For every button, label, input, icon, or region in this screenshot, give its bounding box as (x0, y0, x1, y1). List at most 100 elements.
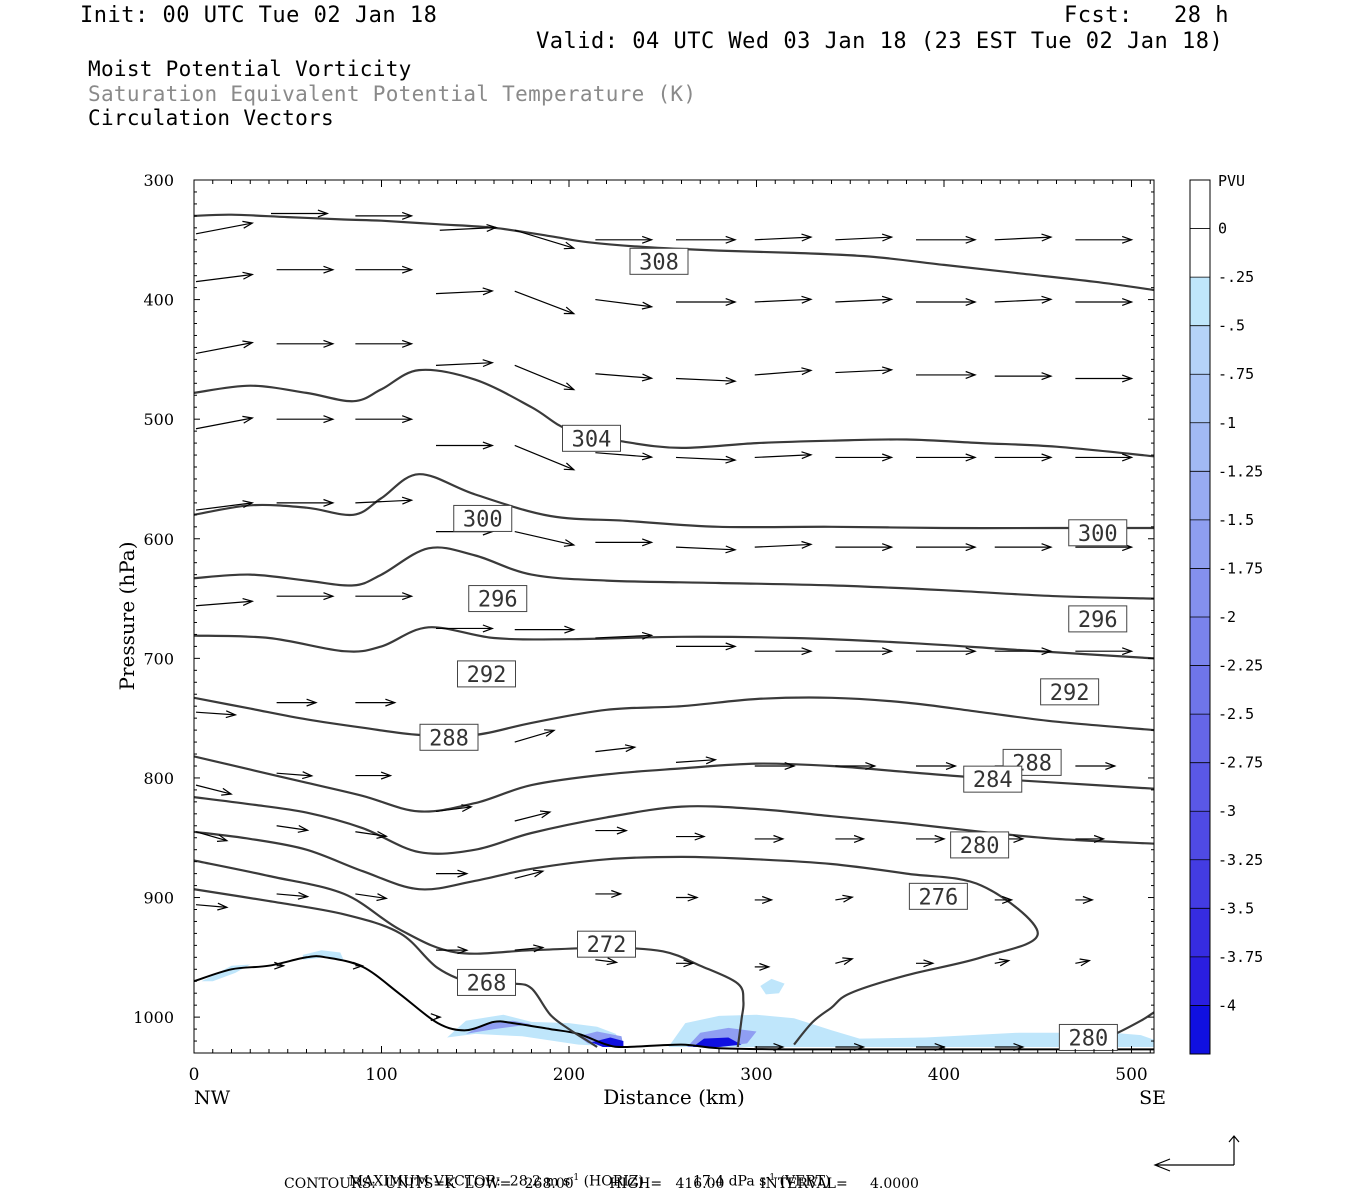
vector-head (624, 744, 637, 753)
y-tick-label: 700 (143, 649, 174, 668)
contour-labels: 3083043003002962962922922882882842802762… (419, 247, 1128, 1051)
circulation-vector (595, 373, 654, 382)
vector-shaft (195, 502, 253, 511)
vector-head (401, 265, 414, 274)
vector-head (1001, 895, 1014, 904)
vector-shaft (195, 342, 253, 354)
vector-head (482, 287, 495, 296)
vector-head (242, 415, 255, 424)
colorbar-label: -.75 (1218, 365, 1254, 383)
circulation-vector (835, 894, 855, 903)
circulation-vector (514, 531, 576, 547)
x-tick-label: 200 (553, 1065, 585, 1085)
contour-label-text: 296 (1078, 608, 1118, 633)
colorbar-label: -1.5 (1218, 511, 1254, 529)
contour-label-text: 304 (572, 427, 612, 452)
vector-shaft (835, 236, 892, 241)
vector-head (242, 500, 255, 509)
vector-head (1121, 298, 1134, 306)
circulation-vector (916, 959, 935, 968)
circulation-vector (514, 869, 545, 879)
vector-head (725, 642, 737, 651)
terrain-line (194, 955, 1154, 1051)
colorbar-segment (1190, 908, 1210, 958)
circulation-vector (754, 451, 813, 460)
vector-head (853, 1043, 866, 1051)
vector-head (965, 370, 977, 379)
vector-head (801, 233, 813, 242)
vector-head (965, 453, 977, 462)
contour-label-text: 288 (429, 726, 469, 751)
circulation-vector (595, 631, 654, 640)
circulation-vector (355, 592, 414, 601)
circulation-vector (595, 538, 654, 547)
vector-head (380, 771, 393, 780)
vector-head (842, 957, 854, 966)
circulation-vector (675, 455, 737, 464)
max-vector-label: MAXIMUM VECTOR: (348, 1173, 501, 1190)
vector-shaft (514, 364, 575, 391)
circulation-vector (754, 540, 813, 549)
circulation-vector (835, 543, 894, 552)
contour-label-box (577, 930, 636, 958)
colorbar-label: -.5 (1218, 317, 1245, 335)
circulation-vector (595, 744, 637, 753)
contour-label-box (963, 765, 1023, 793)
colorbar-segment (1190, 374, 1210, 424)
colorbar-segment (1190, 811, 1210, 861)
vector-shaft (994, 298, 1052, 303)
contour-label: 308 (629, 247, 689, 275)
colorbar-segment (1190, 325, 1210, 375)
vector-shaft (195, 600, 253, 607)
colorbar-label: -2 (1218, 608, 1236, 626)
vector-shaft (994, 960, 1009, 964)
vector-head (881, 233, 894, 242)
vector-head (1041, 372, 1053, 381)
vector-shaft (675, 759, 716, 763)
circulation-vector (835, 647, 894, 656)
x-tick-label: 500 (1115, 1065, 1147, 1085)
colorbar-segment (1190, 228, 1210, 278)
contour-label-text: 272 (587, 933, 627, 958)
vector-head (1041, 543, 1053, 552)
contour-label: 292 (457, 660, 516, 688)
colorbar-label: 0 (1218, 220, 1227, 238)
vector-head (616, 826, 629, 835)
theta-contour-300 (194, 473, 1154, 530)
contour-label-text: 268 (467, 971, 507, 996)
contour-label: 284 (963, 765, 1023, 793)
plot-frame (193, 179, 1155, 1054)
circulation-vector (835, 834, 866, 843)
vector-head (725, 455, 737, 464)
circulation-vector (1075, 762, 1117, 770)
contour-info-line: CONTOURS: UNITS=K LOW= 268.00 HIGH= 416.… (284, 1176, 919, 1192)
contour-label: 296 (1068, 605, 1128, 633)
vector-head (784, 762, 796, 770)
vector-head (225, 710, 238, 719)
circulation-vector (595, 452, 654, 461)
contour-label-box (1068, 519, 1128, 547)
vector-head (725, 298, 737, 306)
circulation-vector (514, 944, 545, 953)
circulation-vector (916, 370, 977, 379)
vector-head (1121, 374, 1134, 383)
circulation-vector (916, 762, 958, 770)
vector-shaft (195, 273, 253, 283)
vector-head (317, 209, 330, 218)
colorbar-unit: PVU (1218, 172, 1245, 190)
y-tick-label: 600 (143, 530, 174, 549)
vector-head (1013, 1043, 1025, 1051)
circulation-vector (595, 235, 654, 244)
vector-head (881, 366, 894, 375)
circulation-vector (676, 832, 706, 841)
vector-head (853, 834, 866, 843)
vector-shaft (675, 456, 736, 461)
colorbar-label: -2.25 (1218, 657, 1263, 675)
se-label: SE (1139, 1087, 1166, 1109)
colorbar-segment (1190, 956, 1210, 1006)
contour-label: 300 (1068, 519, 1128, 547)
vector-shaft (514, 444, 575, 471)
circulation-vector (994, 372, 1053, 381)
circulation-vector (195, 831, 229, 842)
circulation-vector (271, 209, 330, 218)
